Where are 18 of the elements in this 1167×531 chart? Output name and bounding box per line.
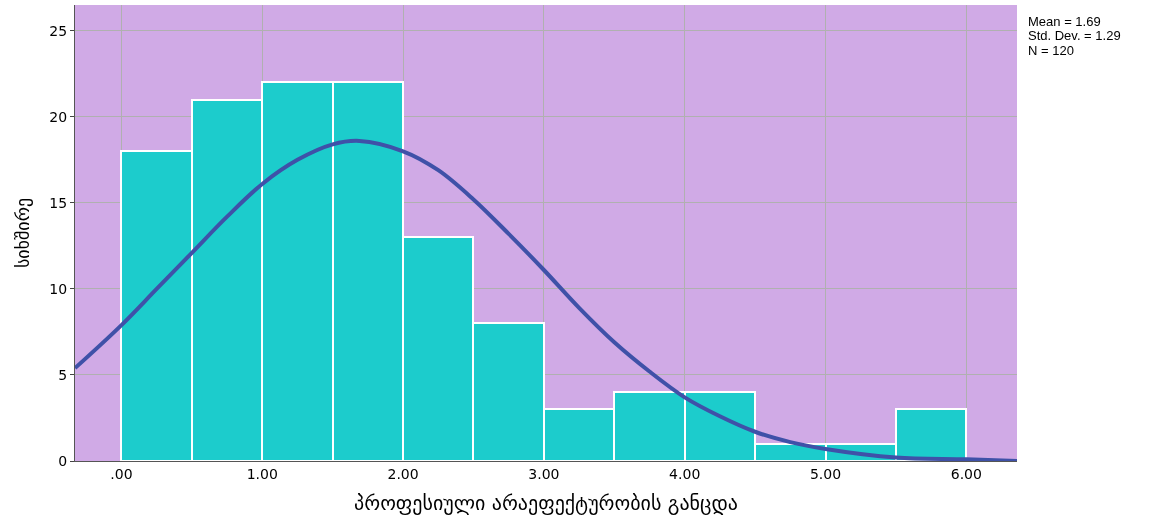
y-tick-label: 10 (49, 280, 68, 297)
x-tick-label: 6.00 (950, 465, 982, 482)
x-tick-label: 2.00 (387, 465, 419, 482)
x-tick-label: .00 (110, 465, 133, 482)
y-tick-label: 5 (58, 366, 68, 383)
text: N = 120 (1028, 43, 1074, 58)
x-tick-label: 4.00 (669, 465, 701, 482)
x-axis-title: პროფესიული არაეფექტურობის განცდა (354, 491, 738, 516)
y-axis-title: სიხშირე (11, 197, 33, 269)
x-tick-label: 5.00 (809, 465, 842, 482)
text: Std. Dev. = 1.29 (1028, 28, 1121, 43)
text: Mean = 1.69 (1028, 14, 1101, 29)
x-tick-label: 3.00 (528, 465, 560, 482)
y-tick-label: 25 (49, 22, 68, 39)
y-tick-label: 0 (58, 452, 68, 469)
y-tick-label: 15 (49, 194, 68, 211)
y-tick-label: 20 (49, 108, 68, 125)
x-tick-label: 1.00 (246, 465, 278, 482)
